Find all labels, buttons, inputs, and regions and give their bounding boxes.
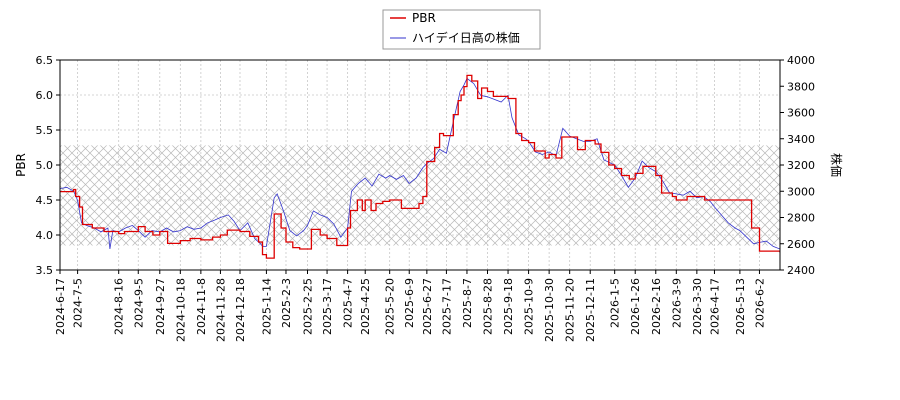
left-tick-label: 5.5: [36, 124, 54, 137]
left-tick-label: 4.5: [36, 194, 54, 207]
right-tick-label: 2400: [787, 264, 815, 277]
left-axis: 3.5 4.0 4.5 5.0 5.5 6.0 6.5: [36, 54, 60, 277]
x-tick-label: 2026-1-5: [609, 278, 622, 328]
left-tick-label: 6.5: [36, 54, 54, 67]
right-tick-label: 3200: [787, 159, 815, 172]
x-tick-label: 2026-6-2: [753, 278, 766, 328]
x-tick-label: 2026-1-26: [629, 278, 642, 335]
x-tick-label: 2025-2-3: [280, 278, 293, 328]
right-tick-label: 2600: [787, 238, 815, 251]
series-line-pbr: [60, 74, 780, 259]
right-axis-title: 株価: [829, 153, 844, 177]
right-tick-label: 4000: [787, 54, 815, 67]
x-tick-label: 2026-2-16: [650, 278, 663, 335]
x-tick-label: 2024-11-8: [195, 278, 208, 335]
left-axis-title: PBR: [14, 153, 28, 177]
x-tick-label: 2025-4-25: [359, 278, 372, 335]
x-tick-label: 2025-8-28: [482, 278, 495, 335]
x-tick-label: 2025-12-11: [584, 278, 597, 342]
x-tick-label: 2025-11-20: [564, 278, 577, 342]
x-tick-label: 2025-7-17: [440, 278, 453, 335]
x-tick-label: 2024-11-28: [214, 278, 227, 342]
left-tick-label: 4.0: [36, 229, 54, 242]
legend-label-pbr: PBR: [412, 11, 436, 25]
right-tick-label: 2800: [787, 212, 815, 225]
x-tick-label: 2025-10-30: [543, 278, 556, 342]
x-tick-label: 2024-10-18: [174, 278, 187, 342]
right-axis: 2400 2600 2800 3000 3200 3400 3600 3800 4000: [780, 54, 815, 277]
x-axis: 2024-6-17 2024-7-5 2024-8-16 2024-9-5 2024-9…: [54, 270, 766, 342]
right-tick-label: 3600: [787, 107, 815, 120]
x-tick-label: 2025-8-7: [461, 278, 474, 328]
right-tick-label: 3400: [787, 133, 815, 146]
x-tick-label: 2025-5-20: [384, 278, 397, 335]
right-tick-label: 3800: [787, 80, 815, 93]
x-tick-label: 2026-5-13: [734, 278, 747, 335]
x-tick-label: 2025-4-7: [342, 278, 355, 328]
x-tick-label: 2024-9-5: [132, 278, 145, 328]
legend: PBR ハイデイ日高の株価: [382, 9, 541, 50]
x-tick-label: 2026-4-17: [708, 278, 721, 335]
x-tick-label: 2024-7-5: [72, 278, 85, 328]
legend-label-price: ハイデイ日高の株価: [412, 30, 520, 45]
left-tick-label: 5.0: [36, 159, 54, 172]
x-tick-label: 2025-3-17: [321, 278, 334, 335]
x-tick-label: 2024-8-16: [113, 278, 126, 335]
x-tick-label: 2024-9-27: [154, 278, 167, 335]
left-tick-label: 6.0: [36, 89, 54, 102]
x-tick-label: 2025-10-9: [523, 278, 536, 335]
x-tick-label: 2026-3-9: [670, 278, 683, 328]
left-tick-label: 3.5: [36, 264, 54, 277]
legend-box: [382, 9, 541, 50]
x-tick-label: 2025-2-25: [302, 278, 315, 335]
x-tick-label: 2024-6-17: [54, 278, 67, 335]
x-tick-label: 2025-1-14: [260, 278, 273, 335]
x-tick-label: 2026-3-30: [691, 278, 704, 335]
x-tick-label: 2025-9-18: [502, 278, 515, 335]
right-tick-label: 3000: [787, 185, 815, 198]
x-tick-label: 2025-6-27: [421, 278, 434, 335]
x-tick-label: 2025-6-9: [403, 278, 416, 328]
x-tick-label: 2024-12-18: [234, 278, 247, 342]
